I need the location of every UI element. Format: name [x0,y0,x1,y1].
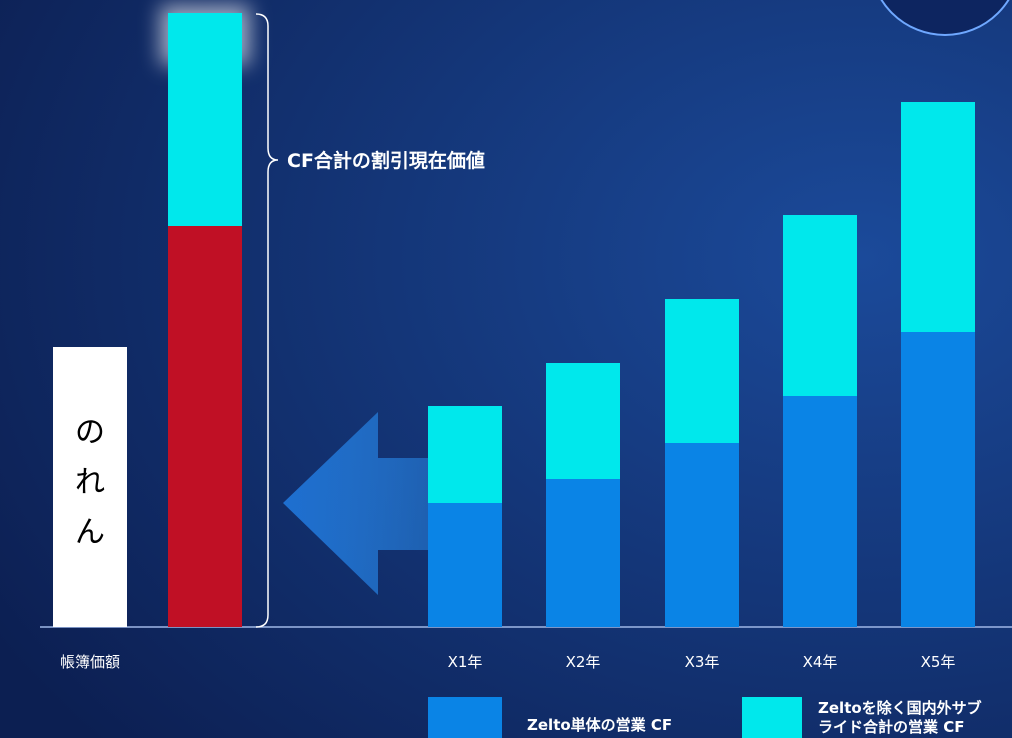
goodwill-char: の [75,415,105,450]
legend-swatch [742,697,802,738]
bar-sub [665,299,739,443]
annotation: CF合計の割引現在価値 [287,149,485,172]
pv-bar-bottom [168,226,242,627]
book-value-label: 帳簿価額 [60,653,120,671]
legend-swatch [428,697,502,738]
year-label: X5年 [921,653,956,671]
year-label: X1年 [448,653,483,671]
goodwill-box [53,347,127,627]
bar-sub [546,363,620,479]
bar-zelto [665,443,739,627]
year-label: X3年 [685,653,720,671]
bar-zelto [546,479,620,627]
goodwill-char: れ [75,465,105,500]
arrow [283,412,428,595]
bar-zelto [901,332,975,627]
bar-sub [901,102,975,332]
pv-bar-top [168,13,242,226]
legend-text: Zeltoを除く国内外サブ [818,699,982,717]
year-label: X4年 [803,653,838,671]
goodwill-char: ん [75,515,105,550]
cf-bars [428,102,975,627]
legend-text: Zelto単体の営業 CF [527,716,672,734]
brace [255,13,279,628]
year-label: X2年 [566,653,601,671]
bar-zelto [428,503,502,627]
bar-zelto [783,396,857,627]
legend-text: ライド合計の営業 CF [818,718,964,736]
bar-sub [428,406,502,503]
bar-sub [783,215,857,396]
decor-circle [880,0,1010,36]
